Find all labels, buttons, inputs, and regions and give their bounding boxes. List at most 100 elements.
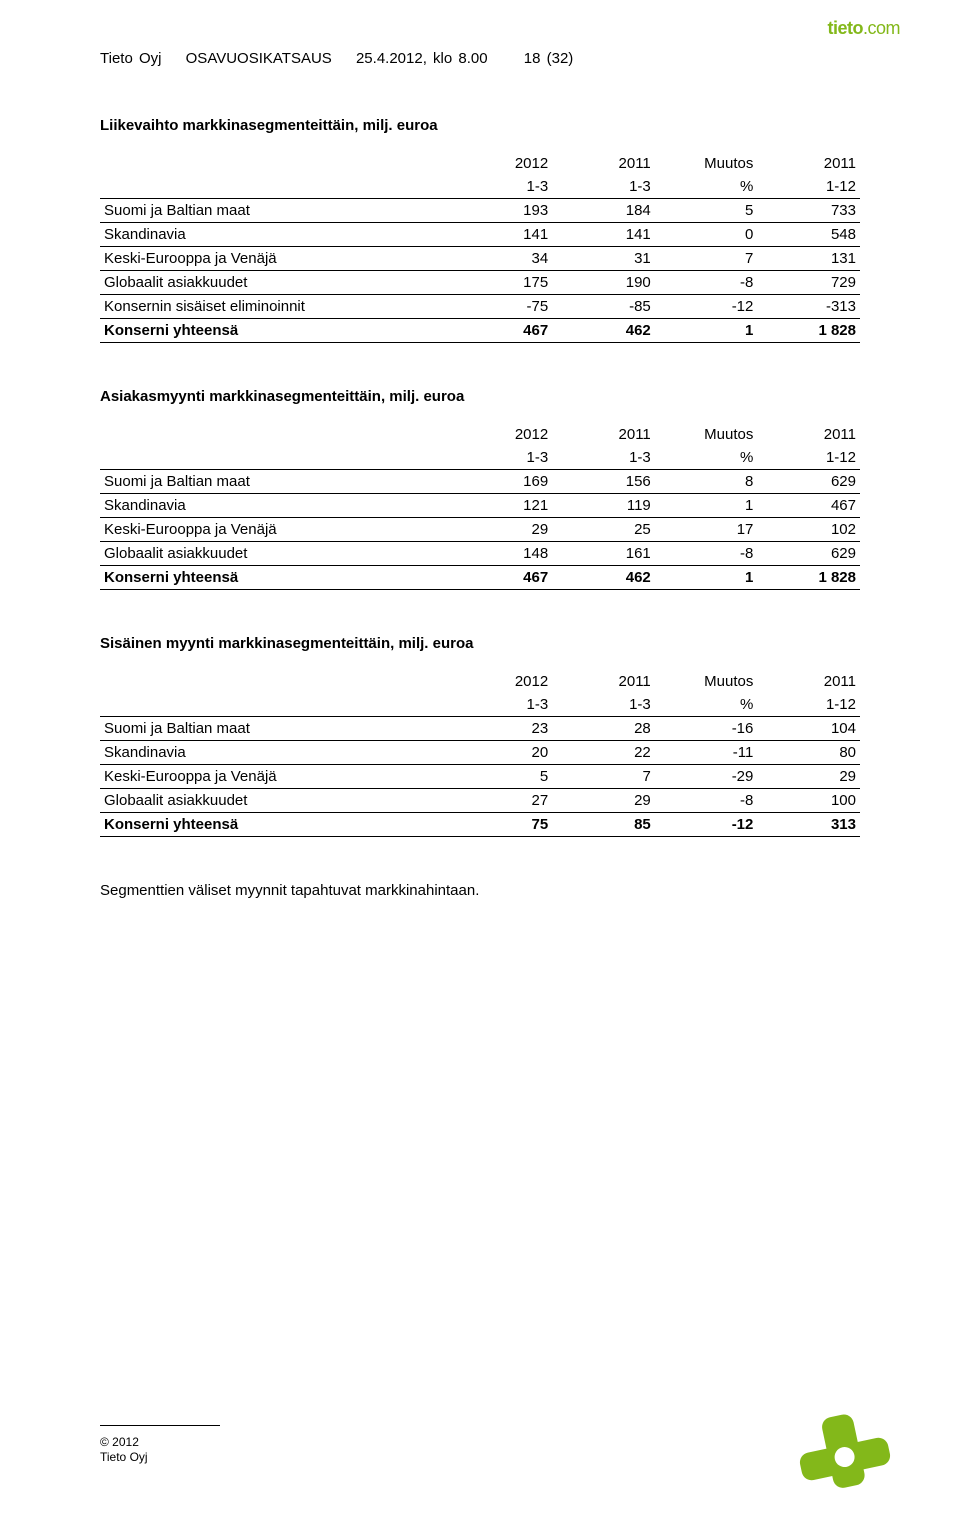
cell: 184 [552,199,655,223]
table-row: Skandinavia 20 22 -11 80 [100,741,860,765]
table3: 2012 2011 Muutos 2011 1-3 1-3 % 1-12 Suo… [100,670,860,837]
table-row: Keski-Eurooppa ja Venäjä 5 7 -29 29 [100,765,860,789]
th: Muutos [655,423,758,446]
cell: -8 [655,789,758,813]
cell: 467 [757,494,860,518]
page: tieto.com Tieto Oyj OSAVUOSIKATSAUS 25.4… [0,0,960,1526]
cell: 27 [450,789,553,813]
cell: 175 [450,271,553,295]
cell: 548 [757,223,860,247]
cell: 0 [655,223,758,247]
brand-text-rest: com [867,18,900,38]
brand-text-strong: tieto [827,18,863,38]
cell: Konserni yhteensä [100,566,450,590]
th: % [655,446,758,470]
cell: 102 [757,518,860,542]
header-company: Tieto Oyj [100,50,161,67]
cell: Skandinavia [100,741,450,765]
cell: 34 [450,247,553,271]
th: 2011 [757,423,860,446]
cell: 1 828 [757,566,860,590]
th: Muutos [655,152,758,175]
cell: 7 [552,765,655,789]
cell: -29 [655,765,758,789]
th [100,693,450,717]
th: 1-12 [757,446,860,470]
table1-head2: 1-3 1-3 % 1-12 [100,175,860,199]
cell: 1 828 [757,319,860,343]
table-row: Skandinavia 121 119 1 467 [100,494,860,518]
table3-head1: 2012 2011 Muutos 2011 [100,670,860,693]
brand-logo-bottom [780,1391,910,1491]
cell: 104 [757,717,860,741]
cell: -12 [655,813,758,837]
table-row: Globaalit asiakkuudet 27 29 -8 100 [100,789,860,813]
cell: Keski-Eurooppa ja Venäjä [100,518,450,542]
footer-copyright: © 2012 Tieto Oyj [100,1435,148,1466]
cell: Konserni yhteensä [100,319,450,343]
cell: 5 [450,765,553,789]
cell: -75 [450,295,553,319]
footnote: Segmenttien väliset myynnit tapahtuvat m… [100,882,860,899]
cell: Globaalit asiakkuudet [100,271,450,295]
table3-total: Konserni yhteensä 75 85 -12 313 [100,813,860,837]
cell: -85 [552,295,655,319]
table2-title: Asiakasmyynti markkinasegmenteittäin, mi… [100,388,860,405]
th: 1-3 [450,175,553,199]
cell: Keski-Eurooppa ja Venäjä [100,247,450,271]
th: 1-3 [450,693,553,717]
th: 2011 [757,670,860,693]
cell: 193 [450,199,553,223]
table1-total: Konserni yhteensä 467 462 1 1 828 [100,319,860,343]
table1: 2012 2011 Muutos 2011 1-3 1-3 % 1-12 Suo… [100,152,860,343]
cell: 8 [655,470,758,494]
th: 2011 [552,423,655,446]
brand-logo-top: tieto.com [827,18,900,39]
header-date: 25.4.2012, klo 8.00 [356,50,488,67]
table2-head2: 1-3 1-3 % 1-12 [100,446,860,470]
th: Muutos [655,670,758,693]
cell: 169 [450,470,553,494]
cell: 141 [450,223,553,247]
th: 1-3 [552,446,655,470]
table2-total: Konserni yhteensä 467 462 1 1 828 [100,566,860,590]
th: 1-3 [552,175,655,199]
cell: 31 [552,247,655,271]
cell: Suomi ja Baltian maat [100,470,450,494]
th: % [655,175,758,199]
th: 1-12 [757,693,860,717]
cell: Skandinavia [100,223,450,247]
header-page: 18 (32) [524,50,574,67]
cell: 462 [552,319,655,343]
cell: 75 [450,813,553,837]
cell: 17 [655,518,758,542]
cell: 85 [552,813,655,837]
cell: -16 [655,717,758,741]
cell: 733 [757,199,860,223]
cell: Suomi ja Baltian maat [100,717,450,741]
tieto-logo-icon [780,1391,910,1491]
cell: Konserni yhteensä [100,813,450,837]
cell: 1 [655,494,758,518]
cell: Skandinavia [100,494,450,518]
th: 2011 [552,670,655,693]
footer-line2: Tieto Oyj [100,1450,148,1464]
th: 2011 [552,152,655,175]
table2: 2012 2011 Muutos 2011 1-3 1-3 % 1-12 Suo… [100,423,860,590]
table-row: Keski-Eurooppa ja Venäjä 29 25 17 102 [100,518,860,542]
cell: 462 [552,566,655,590]
cell: 1 [655,566,758,590]
cell: 161 [552,542,655,566]
table2-head1: 2012 2011 Muutos 2011 [100,423,860,446]
cell: 119 [552,494,655,518]
cell: 729 [757,271,860,295]
cell: 80 [757,741,860,765]
th: 1-12 [757,175,860,199]
th: 1-3 [450,446,553,470]
th: 2011 [757,152,860,175]
cell: 1 [655,319,758,343]
cell: 148 [450,542,553,566]
cell: 5 [655,199,758,223]
table-row: Globaalit asiakkuudet 148 161 -8 629 [100,542,860,566]
cell: -8 [655,271,758,295]
